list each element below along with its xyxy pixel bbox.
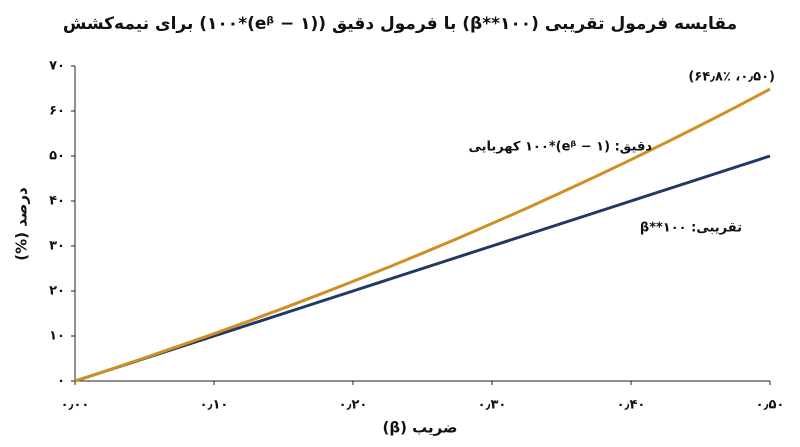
x-axis-title: ضریب (β) — [382, 419, 457, 437]
x-tick-label: ۰٫۴۰ — [617, 398, 646, 413]
y-tick-label: ۷۰ — [49, 59, 65, 74]
series-label: دقیق: (eᵝ − ۱)*۱۰۰ کهربایی — [468, 140, 652, 155]
x-tick-label: ۰٫۰۰ — [61, 398, 90, 413]
y-tick-label: ۰ — [57, 374, 65, 389]
y-tick-label: ۵۰ — [49, 149, 65, 164]
series-label: تقریبی: ۱۰۰**β — [640, 221, 742, 236]
x-tick-label: ۰٫۳۰ — [478, 398, 507, 413]
x-tick-label: ۰٫۵۰ — [756, 398, 785, 413]
x-tick-label: ۰٫۲۰ — [339, 398, 368, 413]
y-tick-label: ۳۰ — [49, 239, 65, 254]
y-tick-label: ۴۰ — [49, 194, 65, 209]
series-line — [74, 154, 771, 383]
series-line — [74, 87, 771, 383]
y-axis-title: درصد (%) — [13, 187, 31, 261]
x-tick-label: ۰٫۱۰ — [200, 398, 229, 413]
annotation: (۰٫۵۰، ۶۴٫۸٪) — [688, 70, 775, 85]
chart-title: مقایسه فرمول تقریبی (۱۰۰**β) با فرمول دق… — [63, 14, 737, 34]
y-tick-label: ۶۰ — [49, 104, 65, 119]
y-tick-label: ۲۰ — [49, 284, 65, 299]
y-tick-label: ۱۰ — [49, 329, 65, 344]
